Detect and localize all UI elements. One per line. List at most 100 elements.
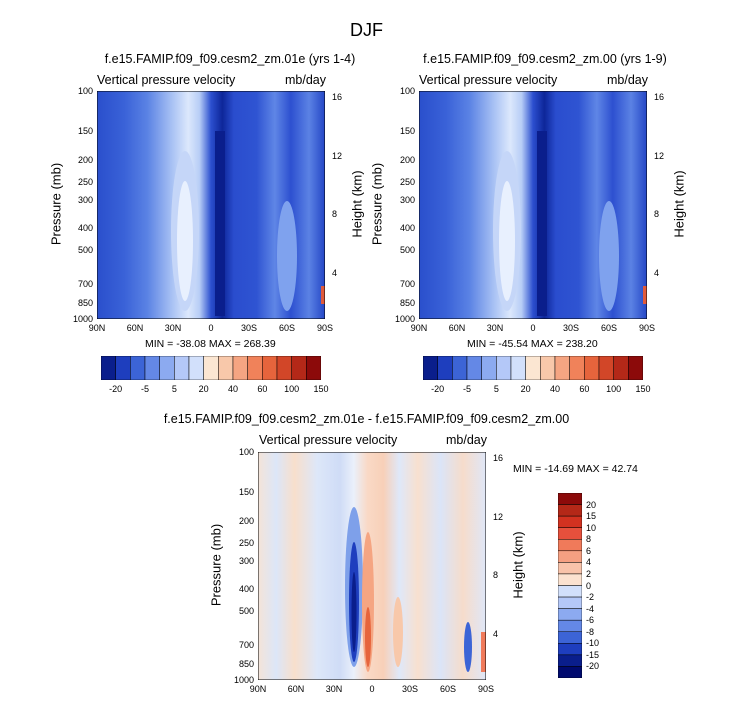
colorbar-top-left — [101, 356, 321, 380]
panel3-contour-plot — [258, 452, 486, 680]
panel2-xtick: 60S — [600, 323, 618, 333]
colorbar-label: 100 — [284, 384, 300, 394]
colorbar-swatch — [558, 631, 582, 644]
panel2-ytick: 850 — [399, 297, 415, 308]
colorbar-diff — [558, 493, 582, 678]
panel1-units-label: mb/day — [285, 73, 326, 87]
page-title: DJF — [350, 20, 383, 40]
panel1-ytick: 200 — [77, 154, 93, 165]
panel2-title: f.e15.FAMIP.f09_f09.cesm2_zm.00 (yrs 1-9… — [423, 52, 667, 66]
panel1-xtick: 90S — [316, 323, 334, 333]
colorbar-label: -20 — [109, 384, 123, 394]
colorbar-label: -2 — [586, 592, 595, 603]
colorbar-swatch — [613, 356, 629, 380]
colorbar-swatch — [101, 356, 116, 380]
panel3-xtick: 60N — [287, 684, 305, 694]
colorbar-label: 40 — [227, 384, 239, 394]
panel3-ylabel: Pressure (mb) — [208, 523, 224, 607]
panel2-xtick: 30N — [486, 323, 504, 333]
panel3-xtick: 0 — [369, 684, 375, 694]
colorbar-label: 10 — [586, 522, 597, 533]
panel3-ytick: 250 — [238, 537, 254, 548]
colorbar-swatch — [554, 356, 570, 380]
colorbar-swatch — [452, 356, 468, 380]
panel1-stats: MIN = -38.08 MAX = 268.39 — [145, 338, 276, 350]
panel3-y2tick: 8 — [493, 570, 499, 581]
colorbar-swatch — [558, 573, 582, 586]
colorbar-label: 100 — [606, 384, 622, 394]
colorbar-swatch — [174, 356, 190, 380]
panel3-variable-label: Vertical pressure velocity — [259, 433, 398, 447]
colorbar-swatch — [558, 550, 582, 563]
colorbar-swatch — [558, 619, 582, 632]
colorbar-label: 8 — [586, 534, 592, 545]
panel2-ytick: 400 — [399, 223, 415, 234]
colorbar-swatch — [558, 527, 582, 540]
panel3-ytick: 300 — [238, 555, 254, 566]
panel3-stats: MIN = -14.69 MAX = 42.74 — [513, 463, 638, 475]
colorbar-swatch — [558, 504, 582, 517]
colorbar-label: 5 — [171, 384, 177, 394]
colorbar-label: -6 — [586, 615, 595, 626]
panel3-ytick: 150 — [238, 487, 254, 498]
panel1-xtick: 30N — [164, 323, 182, 333]
panel2-ytick: 100 — [399, 86, 415, 96]
colorbar-swatch — [558, 654, 582, 667]
colorbar-label: 20 — [520, 384, 531, 394]
colorbar-swatch — [540, 356, 556, 380]
panel3-ytick: 850 — [238, 658, 254, 669]
panel1-xtick: 60S — [278, 323, 296, 333]
colorbar-swatch — [558, 539, 582, 552]
colorbar-label: 150 — [313, 384, 329, 394]
colorbar-swatch — [144, 356, 160, 380]
panel1-contour-plot — [97, 91, 325, 319]
colorbar-label: -5 — [462, 384, 472, 394]
panel2-xtick: 60N — [448, 323, 466, 333]
panel2-xtick: 0 — [530, 323, 536, 333]
panel1-title: f.e15.FAMIP.f09_f09.cesm2_zm.01e (yrs 1-… — [104, 52, 356, 66]
panel1-y2tick: 8 — [332, 209, 338, 220]
colorbar-swatch — [558, 666, 582, 678]
colorbar-swatch — [558, 643, 582, 656]
colorbar-swatch — [558, 562, 582, 575]
panel1-ytick: 250 — [77, 176, 93, 187]
panel2-xtick: 90S — [638, 323, 656, 333]
colorbar-swatch — [558, 493, 582, 505]
colorbar-swatch — [423, 356, 438, 380]
colorbar-swatch — [558, 596, 582, 609]
panel1-y2tick: 4 — [332, 267, 338, 278]
colorbar-swatch — [481, 356, 497, 380]
colorbar-label: -4 — [586, 603, 595, 614]
panel1-y2tick: 12 — [332, 150, 343, 161]
colorbar-label: 20 — [586, 499, 597, 510]
panel1-y2label: Height (km) — [349, 170, 365, 238]
colorbar-swatch — [584, 356, 600, 380]
panel1-ytick: 300 — [77, 194, 93, 205]
colorbar-label: 4 — [586, 557, 592, 568]
colorbar-swatch — [466, 356, 482, 380]
colorbar-label: 5 — [493, 384, 499, 394]
colorbar-label: -8 — [586, 626, 595, 637]
panel2-ytick: 200 — [399, 154, 415, 165]
colorbar-swatch — [598, 356, 614, 380]
panel2-ytick: 700 — [399, 278, 415, 289]
panel2-ytick: 500 — [399, 245, 415, 256]
panel3-ytick: 100 — [238, 447, 254, 457]
colorbar-label: 20 — [198, 384, 209, 394]
panel3-xtick: 30N — [325, 684, 343, 694]
colorbar-swatch — [218, 356, 234, 380]
panel2-y2tick: 4 — [654, 267, 660, 278]
panel1-xtick: 60N — [126, 323, 144, 333]
panel2-y2label: Height (km) — [671, 170, 687, 238]
colorbar-swatch — [510, 356, 526, 380]
colorbar-swatch — [525, 356, 541, 380]
colorbar-swatch — [203, 356, 219, 380]
panel1-ytick: 1000 — [72, 314, 93, 324]
colorbar-swatch — [130, 356, 146, 380]
panel1-variable-label: Vertical pressure velocity — [97, 73, 236, 87]
panel3-units-label: mb/day — [446, 433, 487, 447]
panel3-ytick: 200 — [238, 515, 254, 526]
colorbar-swatch — [558, 608, 582, 621]
panel2-variable-label: Vertical pressure velocity — [419, 73, 558, 87]
colorbar-label: -10 — [586, 638, 600, 649]
